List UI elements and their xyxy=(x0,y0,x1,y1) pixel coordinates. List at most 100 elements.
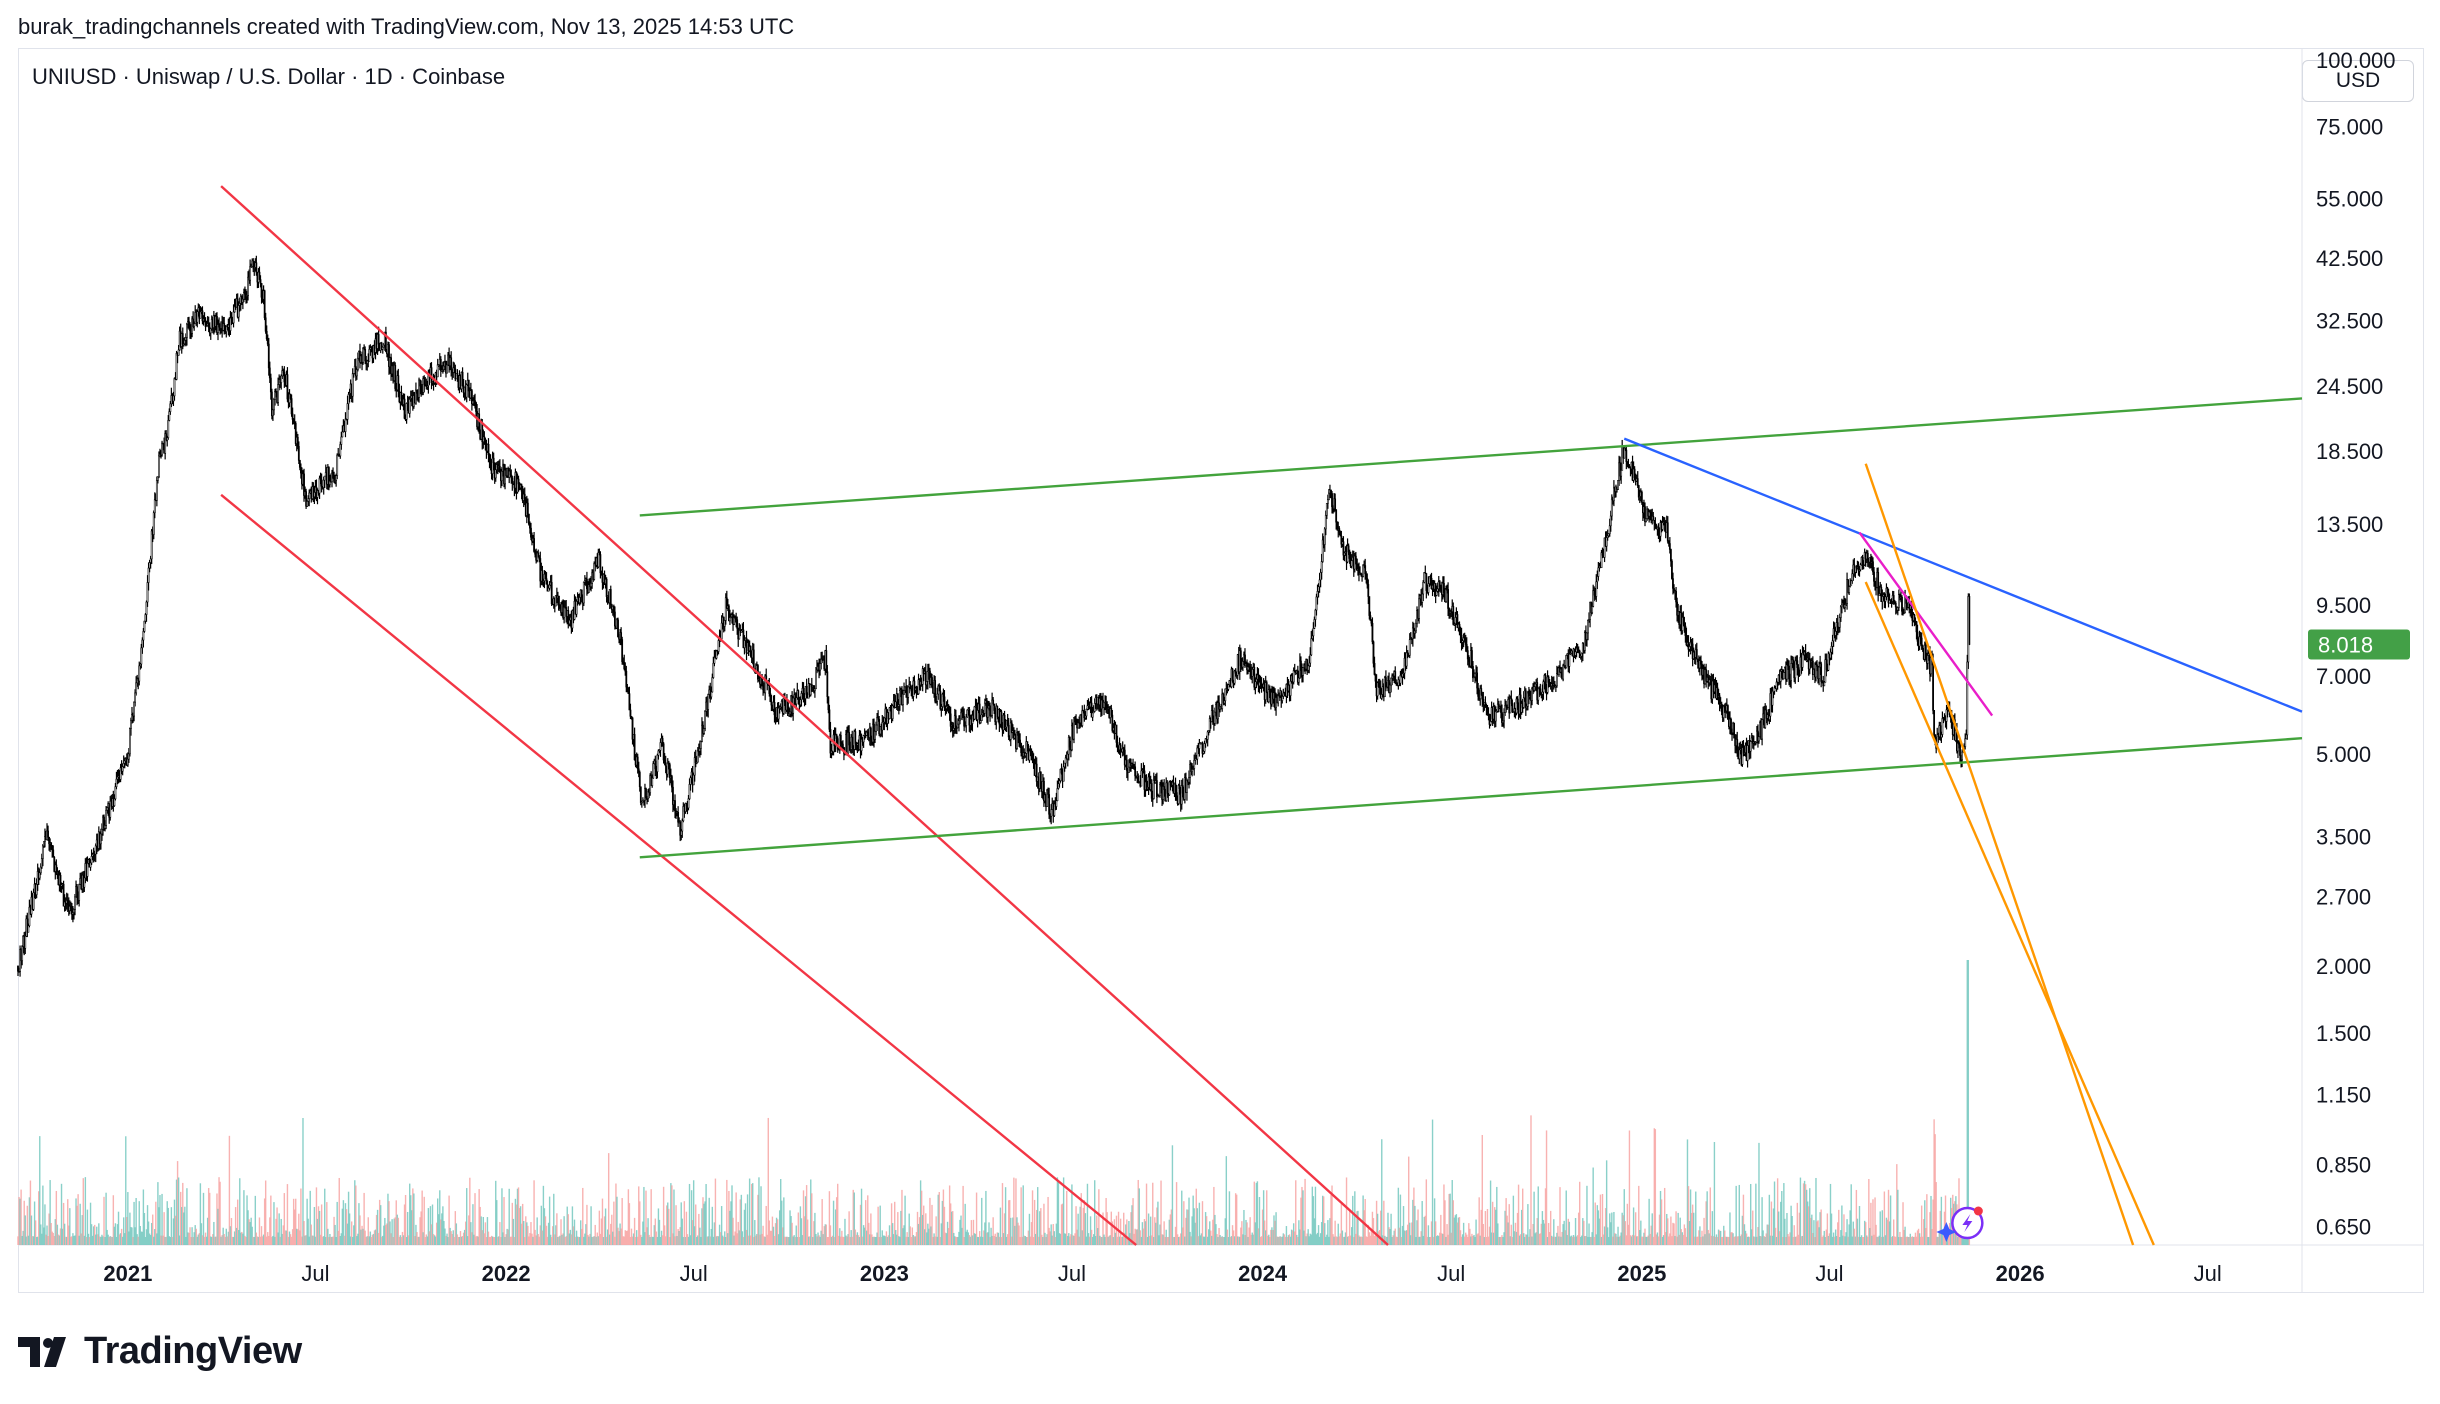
volume-bar xyxy=(617,1227,619,1245)
volume-bar xyxy=(441,1213,443,1245)
candle-body xyxy=(839,735,842,744)
candle-body xyxy=(903,690,905,695)
volume-bar xyxy=(563,1216,565,1245)
volume-bar xyxy=(657,1208,660,1245)
volume-bar xyxy=(250,1217,252,1245)
volume-bar xyxy=(1857,1236,1860,1245)
volume-bar xyxy=(1932,1199,1934,1245)
volume-bar xyxy=(1709,1187,1711,1245)
volume-bar xyxy=(1895,1236,1897,1245)
volume-bar xyxy=(1312,1196,1315,1245)
volume-bar xyxy=(1822,1235,1824,1245)
volume-bar xyxy=(1615,1233,1617,1245)
candle-body xyxy=(1368,596,1371,616)
volume-bar xyxy=(361,1225,363,1245)
candle-body xyxy=(1454,617,1457,624)
candle-body xyxy=(510,474,513,479)
volume-bar xyxy=(1726,1236,1728,1245)
volume-bar xyxy=(1124,1232,1126,1245)
volume-bar xyxy=(82,1178,84,1245)
volume-bar xyxy=(43,1227,45,1245)
volume-bar xyxy=(881,1230,883,1245)
volume-bar xyxy=(1941,1232,1944,1245)
currency-button[interactable]: USD xyxy=(2302,60,2414,102)
candle-body xyxy=(814,688,816,691)
volume-bar xyxy=(447,1236,449,1245)
volume-bar xyxy=(868,1222,870,1245)
volume-bar xyxy=(1211,1235,1213,1245)
volume-bar xyxy=(591,1236,593,1245)
volume-bar xyxy=(1668,1236,1670,1245)
candle-body xyxy=(1534,683,1537,688)
volume-bar xyxy=(1762,1230,1764,1245)
volume-bar xyxy=(1155,1222,1157,1245)
volume-bar xyxy=(1409,1222,1411,1245)
volume-bar xyxy=(999,1207,1002,1245)
volume-bar xyxy=(937,1194,939,1245)
volume-bar xyxy=(1744,1230,1747,1245)
volume-bar xyxy=(1049,1231,1051,1245)
volume-bar xyxy=(502,1232,504,1245)
volume-bar xyxy=(1902,1202,1904,1245)
candle-body xyxy=(1231,668,1234,682)
volume-bar xyxy=(170,1207,173,1245)
volume-bar xyxy=(679,1227,681,1245)
volume-bar xyxy=(1205,1216,1208,1245)
volume-bar xyxy=(1642,1236,1644,1245)
volume-bar xyxy=(837,1183,839,1245)
candle-body xyxy=(1369,615,1372,621)
volume-bar xyxy=(181,1207,183,1245)
candle-body xyxy=(963,716,966,727)
volume-bar xyxy=(909,1226,911,1245)
volume-bar xyxy=(335,1236,337,1245)
candle-body xyxy=(1292,670,1295,683)
candle-body xyxy=(681,820,684,832)
candle-body xyxy=(819,663,821,671)
volume-bar xyxy=(747,1235,750,1245)
volume-bar xyxy=(1292,1223,1295,1245)
candle-body xyxy=(802,688,805,696)
volume-bar xyxy=(493,1236,496,1245)
volume-bar xyxy=(184,1206,186,1245)
volume-bar xyxy=(1503,1232,1505,1245)
volume-bar xyxy=(576,1236,579,1245)
volume-bar xyxy=(1338,1236,1340,1245)
volume-bar xyxy=(458,1236,461,1245)
volume-bar xyxy=(1593,1236,1595,1245)
candle-body xyxy=(749,646,752,656)
volume-bar xyxy=(569,1229,572,1245)
volume-bar xyxy=(119,1233,122,1245)
volume-bar xyxy=(430,1224,433,1245)
volume-bar xyxy=(1283,1234,1286,1245)
volume-bar xyxy=(690,1190,693,1245)
volume-bar xyxy=(1774,1227,1777,1245)
candle-body xyxy=(1066,753,1069,760)
volume-bar xyxy=(1079,1206,1081,1245)
candle-body xyxy=(203,318,206,323)
volume-bar xyxy=(1769,1235,1772,1245)
volume-bar xyxy=(833,1236,836,1245)
volume-bar xyxy=(1015,1178,1017,1245)
volume-bar xyxy=(1438,1236,1440,1245)
candle-body xyxy=(1568,653,1571,667)
volume-bar xyxy=(998,1236,1001,1245)
volume-bar xyxy=(1649,1233,1651,1245)
volume-bar xyxy=(1190,1236,1192,1245)
volume-bar xyxy=(431,1204,434,1245)
volume-bar xyxy=(160,1235,162,1245)
volume-bar xyxy=(813,1221,815,1245)
candle-body xyxy=(711,677,714,693)
candle-body xyxy=(130,719,132,729)
candle-body xyxy=(1260,682,1263,688)
volume-bar xyxy=(1238,1236,1240,1245)
volume-bar xyxy=(714,1178,717,1245)
volume-bar xyxy=(761,1233,763,1245)
volume-bar xyxy=(900,1210,902,1245)
volume-bar xyxy=(972,1219,975,1245)
candle-body xyxy=(420,385,423,392)
candle-body xyxy=(1166,782,1169,794)
volume-bar xyxy=(423,1196,425,1245)
volume-bar xyxy=(568,1233,571,1245)
volume-bar xyxy=(314,1236,317,1245)
